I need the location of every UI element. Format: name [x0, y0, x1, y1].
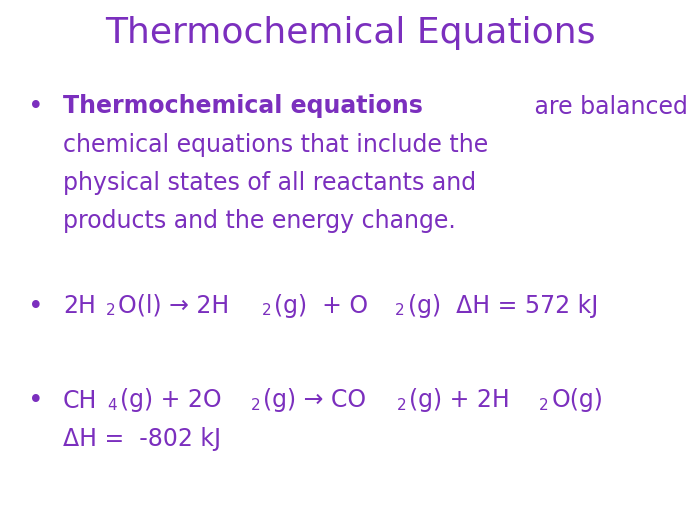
Text: O(l) → 2H: O(l) → 2H: [118, 294, 229, 318]
Text: •: •: [28, 388, 43, 415]
Text: (g) + 2H: (g) + 2H: [409, 388, 510, 413]
Text: Thermochemical equations: Thermochemical equations: [63, 94, 423, 119]
Text: 4: 4: [107, 398, 117, 413]
Text: 2: 2: [539, 398, 548, 413]
Text: products and the energy change.: products and the energy change.: [63, 209, 456, 234]
Text: physical states of all reactants and: physical states of all reactants and: [63, 171, 476, 195]
Text: O(g): O(g): [551, 388, 603, 413]
Text: are balanced: are balanced: [527, 94, 688, 119]
Text: 2: 2: [395, 303, 405, 319]
Text: 2: 2: [261, 303, 271, 319]
Text: Thermochemical Equations: Thermochemical Equations: [105, 16, 595, 50]
Text: 2: 2: [396, 398, 406, 413]
Text: (g) → CO: (g) → CO: [263, 388, 366, 413]
Text: ΔH =  -802 kJ: ΔH = -802 kJ: [63, 427, 221, 451]
Text: (g) + 2O: (g) + 2O: [120, 388, 221, 413]
Text: chemical equations that include the: chemical equations that include the: [63, 133, 489, 157]
Text: (g)  ΔH = 572 kJ: (g) ΔH = 572 kJ: [407, 294, 598, 318]
Text: 2: 2: [251, 398, 260, 413]
Text: 2H: 2H: [63, 294, 96, 318]
Text: •: •: [28, 94, 43, 121]
Text: •: •: [28, 294, 43, 320]
Text: 2: 2: [106, 303, 115, 319]
Text: CH: CH: [63, 388, 97, 413]
Text: (g)  + O: (g) + O: [274, 294, 368, 318]
